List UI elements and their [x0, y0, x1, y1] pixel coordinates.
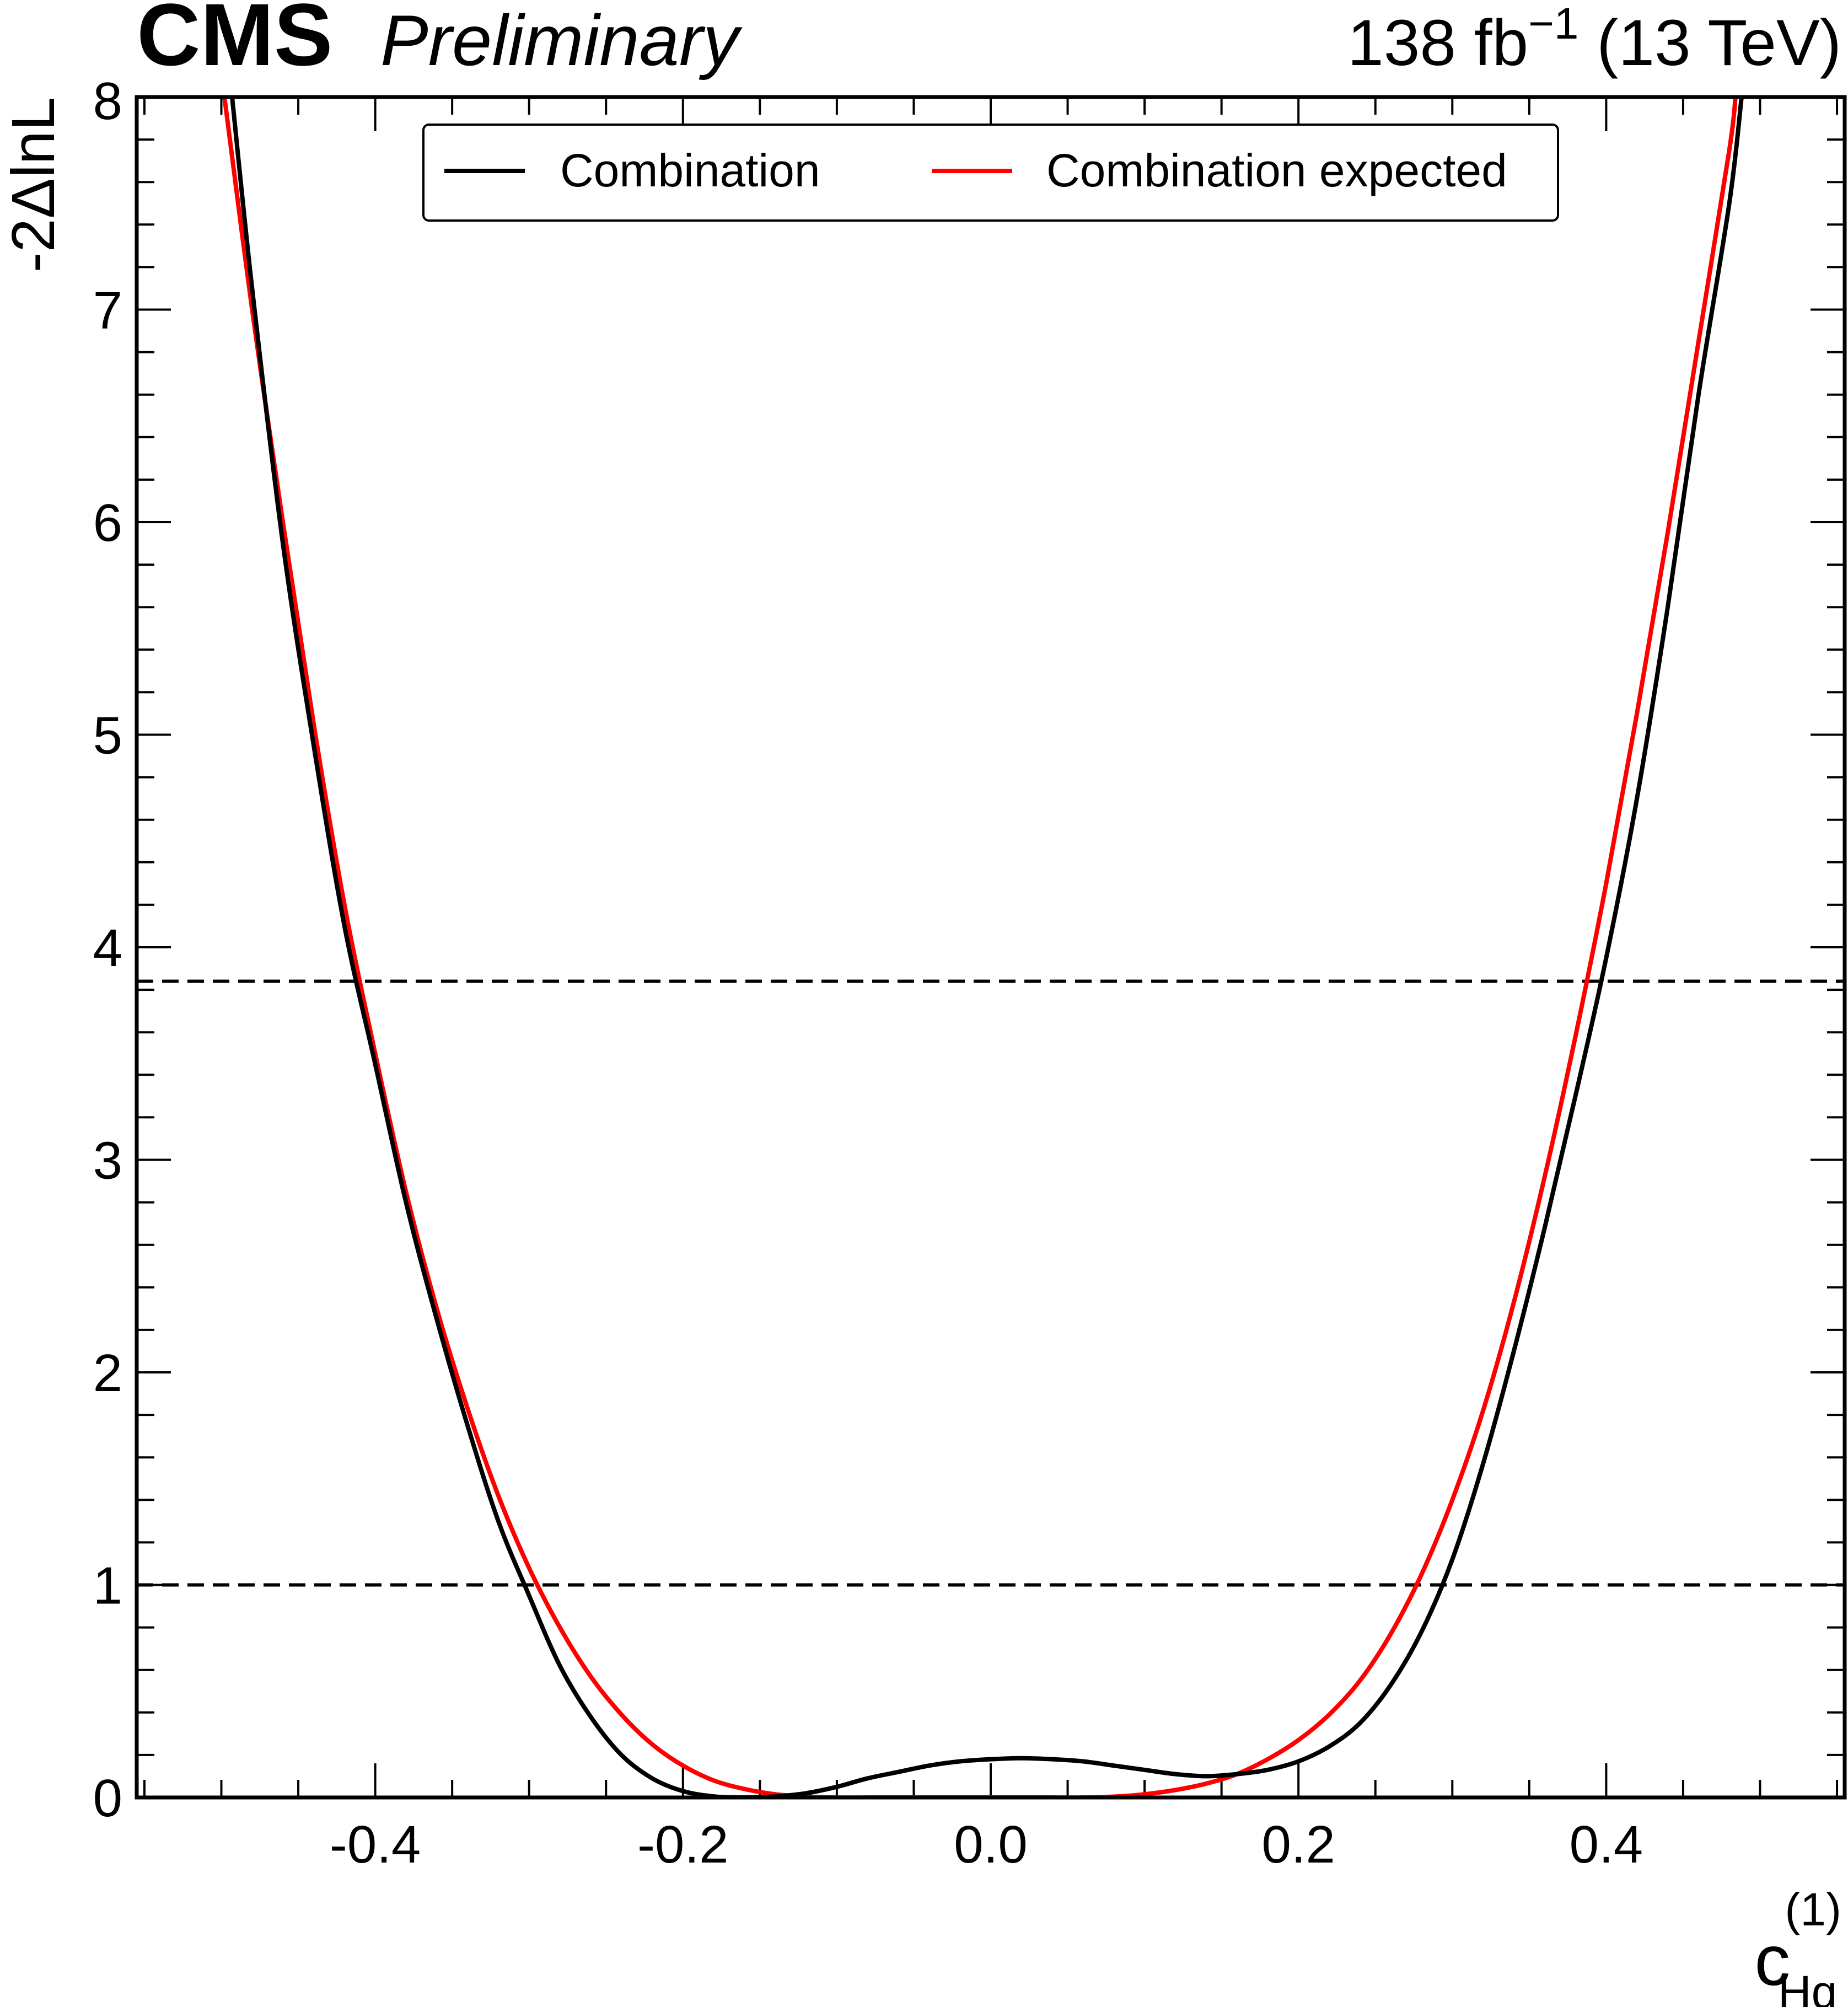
x-tick-label: 0.4: [1570, 1815, 1643, 1874]
y-tick-label: 3: [93, 1131, 122, 1190]
y-tick-label: 2: [93, 1344, 122, 1403]
x-axis-title-subscript: Hq: [1778, 1966, 1837, 2007]
legend: Combination Combination expected: [422, 124, 1559, 222]
series-line-combination: [230, 97, 1744, 1797]
tick-labels: -0.4 -0.2 0.0 0.2 0.4 0 1 2 3 4 5 6 7 8: [93, 72, 1643, 1874]
legend-label-combination: Combination: [560, 144, 820, 196]
y-tick-label: 1: [93, 1557, 122, 1616]
reference-lines: [137, 979, 1845, 1587]
x-tick-label: 0.2: [1261, 1815, 1335, 1874]
y-tick-label: 8: [93, 72, 122, 131]
lumi-label: 138 fb−1 (13 TeV): [1347, 0, 1841, 79]
y-tick-label: 4: [93, 919, 122, 978]
series-line-combination-expected: [222, 97, 1738, 1797]
axis-ticks: [137, 96, 1845, 1799]
y-tick-label: 6: [93, 493, 122, 552]
y-tick-label: 5: [93, 706, 122, 765]
y-tick-label: 0: [93, 1769, 122, 1828]
series-curves: [222, 97, 1744, 1797]
x-axis-title-main: c: [1754, 1920, 1790, 2000]
legend-label-combination-expected: Combination expected: [1046, 144, 1507, 196]
x-tick-label: -0.2: [637, 1815, 728, 1874]
lumi-exponent: −1: [1528, 0, 1578, 48]
status-label: Preliminary: [380, 0, 743, 81]
energy-value: (13 TeV): [1578, 7, 1841, 79]
x-tick-label: 0.0: [954, 1815, 1027, 1874]
plot-frame: [135, 95, 1847, 1800]
x-axis-title-superscript: (1): [1785, 1883, 1841, 1935]
lumi-value: 138 fb: [1347, 7, 1528, 79]
x-tick-label: -0.4: [330, 1815, 421, 1874]
y-tick-label: 7: [93, 281, 122, 340]
x-axis-title: c(1) Hq: [1754, 1883, 1841, 2007]
y-axis-title: -2ΔlnL: [0, 97, 67, 272]
experiment-label: CMS: [137, 0, 333, 84]
